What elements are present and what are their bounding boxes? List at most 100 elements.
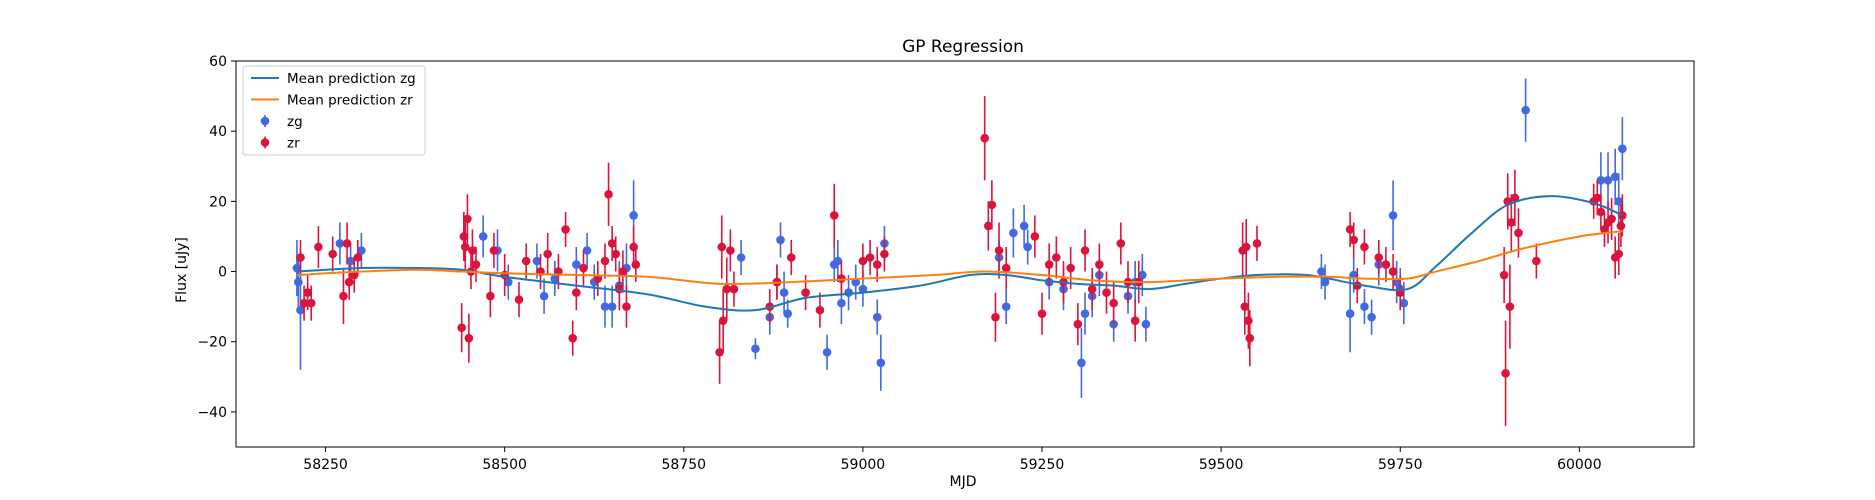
data-point-zr [489, 246, 499, 255]
data-point-zr [717, 242, 727, 252]
data-point-zr [1037, 309, 1047, 318]
data-point-zg [1138, 270, 1147, 280]
data-point-zg [779, 288, 789, 297]
data-point-zr [1381, 260, 1391, 269]
legend-label: zr [287, 136, 300, 152]
data-point-zr [314, 242, 323, 252]
data-point-zg [607, 302, 617, 311]
data-point-zr [1532, 256, 1541, 266]
data-point-zg [296, 305, 305, 315]
legend-label: Mean prediction zg [287, 71, 416, 87]
x-tick-label: 60000 [1557, 457, 1602, 473]
data-point-zr [457, 323, 466, 332]
y-axis: −40 −20 0 20 40 60 [197, 54, 236, 421]
line-mean-prediction-zg [296, 195, 1623, 312]
data-point-zg [872, 312, 882, 322]
data-point-zg [294, 277, 303, 287]
data-point-zr [1592, 193, 1602, 203]
data-point-zr [543, 249, 552, 259]
data-point-zg [876, 358, 886, 368]
data-point-zr [1349, 235, 1358, 245]
data-point-zr [299, 298, 309, 308]
data-point-zr [464, 333, 474, 343]
data-point-zg [1596, 176, 1606, 185]
data-point-zr [622, 302, 631, 311]
data-point-zr [1095, 260, 1104, 269]
x-tick-label: 58750 [662, 457, 707, 473]
data-point-zr [1600, 225, 1609, 234]
data-point-zr [1130, 316, 1140, 325]
data-point-zg [1141, 319, 1151, 329]
data-point-zr [1507, 218, 1516, 227]
data-point-zg [478, 232, 488, 241]
data-point-zg [1317, 267, 1326, 276]
data-point-zr [1374, 253, 1384, 262]
data-point-zr [718, 316, 728, 325]
data-point-zr [1245, 333, 1255, 343]
data-point-zr [858, 256, 868, 266]
data-point-zr [607, 239, 617, 248]
data-point-zr [983, 221, 993, 231]
data-point-zr [880, 249, 889, 259]
data-point-zr [629, 242, 638, 252]
x-tick-label: 59500 [1199, 457, 1244, 473]
x-tick-label: 59250 [1020, 457, 1065, 473]
data-point-zr [1244, 316, 1253, 325]
data-point-zr [1001, 263, 1011, 273]
data-point-zg [1080, 309, 1090, 318]
data-point-zg [532, 256, 542, 266]
data-point-zr [872, 260, 882, 269]
data-point-zg [833, 256, 843, 266]
data-point-zr [296, 253, 305, 262]
data-point-zg [844, 288, 853, 297]
data-point-zr [829, 211, 839, 220]
data-point-zg [1001, 302, 1011, 311]
data-point-zr [514, 295, 524, 304]
data-point-zr [815, 305, 825, 315]
data-point-zr [1499, 270, 1509, 280]
data-point-zg [572, 260, 581, 269]
data-point-zr [1360, 242, 1369, 252]
data-point-zr [1596, 207, 1606, 217]
data-point-zr [611, 249, 621, 259]
data-point-zr [1109, 298, 1118, 308]
data-point-zr [1240, 302, 1250, 311]
x-axis-label: MJD [950, 474, 977, 490]
data-point-zr [1052, 253, 1061, 262]
data-point-zr [1102, 288, 1111, 297]
data-point-zr [600, 256, 610, 266]
data-point-zr [579, 263, 588, 273]
data-point-zr [1087, 284, 1097, 294]
data-point-zr [303, 288, 312, 297]
y-tick-label: 60 [209, 54, 227, 70]
data-point-zr [471, 260, 481, 269]
data-point-zr [1510, 193, 1520, 203]
legend: Mean prediction zg Mean prediction zr zg zr [242, 65, 426, 156]
data-point-zr [631, 260, 641, 269]
data-point-zg [1320, 277, 1330, 287]
data-point-zg [1367, 312, 1376, 322]
data-point-zr [306, 298, 316, 308]
data-point-zr [1044, 260, 1054, 269]
data-point-zr [344, 277, 354, 287]
data-point-zr [865, 253, 875, 262]
data-point-zr [726, 246, 735, 255]
plot-area [235, 60, 1695, 448]
data-point-zr [618, 267, 628, 276]
data-point-zg [357, 246, 366, 255]
data-point-zg [503, 277, 513, 287]
data-point-zr [460, 242, 470, 252]
data-point-zr [1345, 225, 1355, 234]
x-tick-label: 58250 [303, 457, 348, 473]
data-point-zr [1116, 239, 1126, 248]
data-point-zr [328, 249, 338, 259]
data-point-zg [629, 211, 638, 220]
data-point-zr [1066, 263, 1075, 273]
data-point-zg [783, 309, 792, 318]
data-point-zg [1360, 302, 1369, 311]
data-point-zr [729, 284, 739, 294]
data-point-zr [1388, 267, 1398, 276]
data-point-zg [858, 284, 868, 294]
data-point-zg [822, 347, 832, 357]
